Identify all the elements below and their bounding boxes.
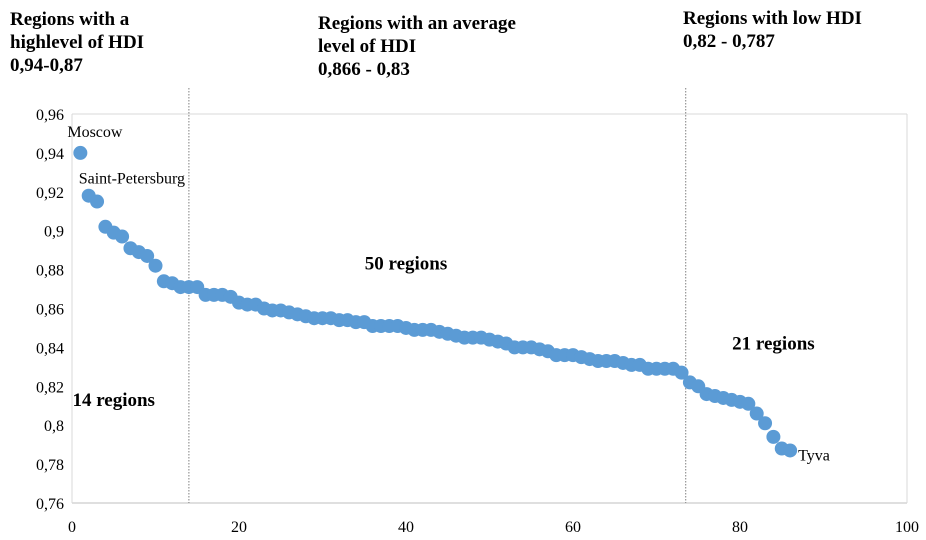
y-tick-label: 0,78: [36, 457, 64, 474]
y-tick-label: 0,76: [36, 496, 64, 513]
x-tick-label: 100: [895, 519, 919, 536]
data-point: [148, 258, 163, 273]
y-tick-label: 0,88: [36, 263, 64, 280]
data-point: [674, 365, 689, 380]
x-tick-label: 80: [732, 519, 748, 536]
annotation-tyva: Tyva: [798, 447, 830, 464]
annotation-saint-petersburg: Saint-Petersburg: [79, 171, 185, 188]
axis-ticks: 0,76 0,78 0,8 0,82 0,84 0,86 0,88 0,9 0,92 0,94 0,…: [36, 107, 919, 536]
data-point: [73, 145, 88, 160]
header-high-range: 0,94-0,87: [10, 55, 83, 76]
header-low-range: 0,82 - 0,787: [683, 31, 775, 52]
data-point: [766, 429, 781, 444]
y-tick-label: 0,92: [36, 185, 64, 202]
header-high-line1: Regions with a: [10, 9, 130, 30]
annotation-21-regions: 21 regions: [732, 333, 815, 354]
data-point: [140, 248, 155, 263]
x-tick-label: 60: [565, 519, 581, 536]
data-point: [115, 229, 130, 244]
y-tick-label: 0,9: [44, 224, 64, 241]
header-high-hdi: Regions with a highlevel of HDI 0,94-0,8…: [10, 8, 144, 77]
data-point: [741, 396, 756, 411]
y-tick-label: 0,8: [44, 418, 64, 435]
x-tick-label: 0: [68, 519, 76, 536]
x-tick-label: 40: [398, 519, 414, 536]
annotation-moscow: Moscow: [67, 124, 123, 141]
header-low-line1: Regions with low HDI: [683, 8, 862, 29]
data-points: [73, 145, 798, 458]
header-high-line2: highlevel of HDI: [10, 32, 145, 53]
header-average-line2: level of HDI: [318, 36, 417, 57]
header-average-range: 0,866 - 0,83: [318, 59, 410, 80]
plot-frame: [71, 113, 908, 504]
data-point: [90, 194, 105, 209]
header-average-hdi: Regions with an average level of HDI 0,8…: [318, 12, 516, 81]
y-tick-label: 0,82: [36, 379, 64, 396]
y-tick-label: 0,86: [36, 302, 64, 319]
annotation-14-regions: 14 regions: [72, 390, 155, 411]
header-low-hdi: Regions with low HDI 0,82 - 0,787: [683, 7, 862, 53]
y-tick-label: 0,94: [36, 146, 64, 163]
data-point: [758, 416, 773, 431]
annotation-50-regions: 50 regions: [365, 254, 448, 275]
annotations: Moscow Saint-Petersburg Tyva 14 regions 50 r…: [67, 124, 830, 465]
x-tick-label: 20: [231, 519, 247, 536]
data-point: [783, 443, 798, 458]
y-tick-label: 0,84: [36, 340, 64, 357]
region-dividers: [188, 88, 687, 503]
header-average-line1: Regions with an average: [318, 13, 516, 34]
y-tick-label: 0,96: [36, 107, 64, 124]
data-point: [749, 406, 764, 421]
